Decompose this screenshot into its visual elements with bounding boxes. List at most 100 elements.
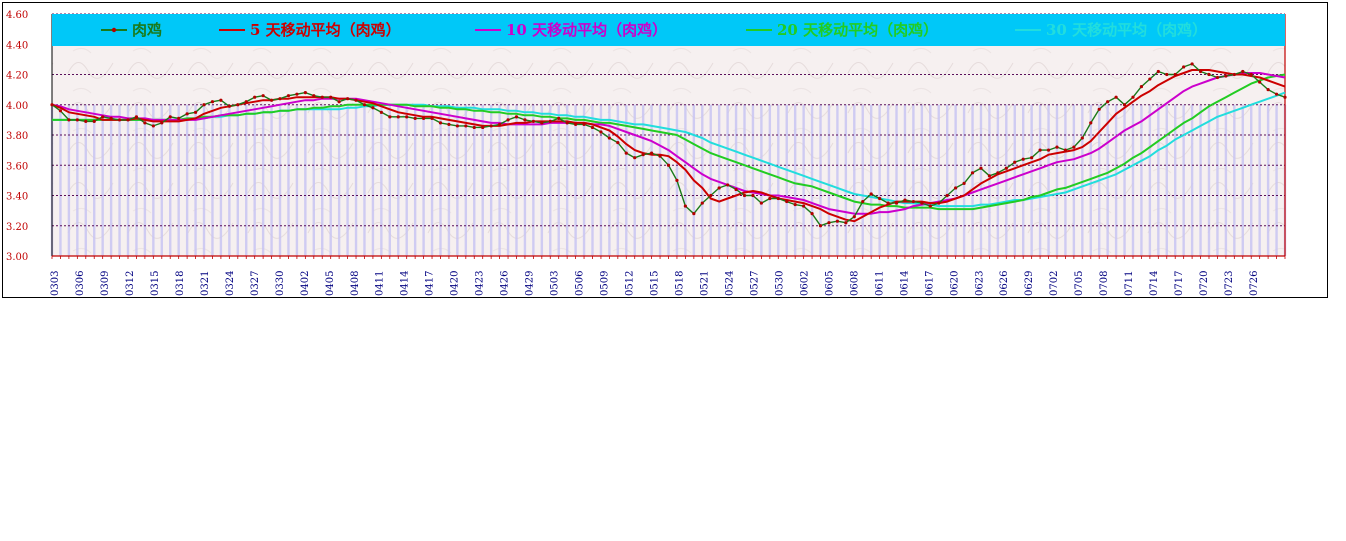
data-point	[1131, 95, 1135, 99]
data-point	[565, 121, 569, 125]
background-bar	[861, 104, 864, 256]
data-point	[1139, 85, 1144, 89]
background-bar	[532, 104, 535, 256]
x-tick-label: 0512	[625, 271, 636, 296]
background-bar	[717, 104, 721, 256]
background-bar	[143, 104, 147, 256]
data-point	[320, 95, 324, 99]
x-tick-label: 0321	[200, 271, 211, 296]
background-bar	[1038, 104, 1042, 256]
background-bar	[979, 104, 983, 256]
data-point	[337, 100, 341, 104]
background-bar	[1233, 104, 1236, 256]
legend-label: 5 天移动平均（肉鸡）	[250, 21, 401, 39]
data-point	[954, 186, 958, 190]
data-point	[421, 116, 426, 120]
data-point	[852, 215, 856, 219]
data-point	[362, 103, 367, 107]
legend-label: 30 天移动平均（肉鸡）	[1046, 21, 1207, 39]
x-tick-label: 0629	[1024, 271, 1035, 296]
background-bar	[1190, 104, 1194, 256]
data-point	[312, 94, 316, 98]
background-bar	[709, 104, 712, 256]
data-point	[540, 121, 544, 125]
data-point	[1215, 75, 1220, 80]
background-bar	[996, 104, 1000, 256]
x-tick-label: 0324	[225, 271, 236, 296]
data-point	[776, 196, 780, 201]
data-point	[827, 221, 831, 225]
data-point	[160, 121, 164, 125]
background-bar	[1131, 104, 1135, 256]
data-point	[1046, 148, 1051, 152]
background-bar	[1266, 104, 1270, 256]
background-bar	[1207, 104, 1211, 256]
y-tick-label: 4.40	[6, 40, 28, 51]
data-point	[177, 116, 181, 120]
background-bar	[819, 104, 822, 256]
data-point	[295, 92, 299, 96]
data-point	[996, 171, 1000, 175]
x-tick-label: 0330	[275, 271, 286, 296]
background-bar	[261, 104, 265, 256]
background-bar	[202, 104, 206, 256]
background-bar	[489, 104, 493, 256]
x-tick-label: 0617	[924, 271, 935, 296]
background-bar	[574, 104, 577, 256]
data-point	[1038, 148, 1042, 152]
background-bar	[481, 104, 484, 256]
background-bar	[1148, 104, 1152, 256]
x-tick-label: 0717	[1174, 271, 1185, 296]
data-point	[1198, 69, 1203, 74]
data-point	[117, 118, 122, 122]
background-bar	[287, 104, 290, 256]
background-bar	[988, 104, 991, 256]
series-line	[52, 73, 1286, 211]
data-point	[1063, 148, 1068, 152]
series-line	[51, 69, 1286, 223]
data-point	[717, 186, 721, 190]
background-bar	[937, 104, 940, 256]
background-bar	[1021, 104, 1025, 256]
data-point	[303, 91, 307, 95]
data-point	[1021, 157, 1025, 161]
chart-frame: 3.00 3.20 3.40 3.60 3.80 4.00 4.20 4.40 4.60 030…	[2, 2, 1328, 298]
data-point	[379, 110, 383, 114]
data-point	[269, 98, 274, 102]
data-point	[726, 183, 730, 187]
background-bar	[1258, 104, 1261, 256]
background-bar	[363, 104, 366, 256]
background-bar	[1241, 104, 1244, 256]
data-point	[878, 196, 882, 201]
data-point	[1013, 160, 1017, 164]
background-bar	[346, 104, 349, 256]
data-point	[928, 204, 932, 208]
x-tick-label: 0426	[500, 271, 511, 296]
background-bar	[1106, 104, 1109, 256]
data-point	[101, 115, 105, 119]
x-tick-label: 0605	[824, 271, 835, 296]
data-point	[193, 110, 198, 114]
background-bar	[1216, 104, 1219, 256]
data-point	[531, 119, 535, 123]
data-point	[202, 103, 206, 107]
x-tick-label: 0720	[1199, 271, 1210, 296]
background-bar	[869, 104, 873, 256]
background-bar	[667, 104, 670, 256]
background-bar	[473, 104, 476, 256]
background-bar	[1047, 104, 1050, 256]
data-point	[810, 212, 814, 216]
background-bar	[152, 104, 155, 256]
x-tick-label: 0530	[774, 271, 785, 296]
x-tick-label: 0714	[1149, 271, 1160, 296]
data-point	[75, 118, 79, 122]
background-bar	[245, 104, 248, 256]
background-bar	[836, 104, 839, 256]
background-bar	[608, 104, 611, 256]
legend-label: 肉鸡	[132, 21, 162, 39]
data-point	[244, 100, 248, 104]
data-point	[590, 125, 595, 130]
background-bar	[67, 104, 71, 256]
background-bar	[447, 104, 451, 256]
background-bar	[971, 104, 974, 256]
